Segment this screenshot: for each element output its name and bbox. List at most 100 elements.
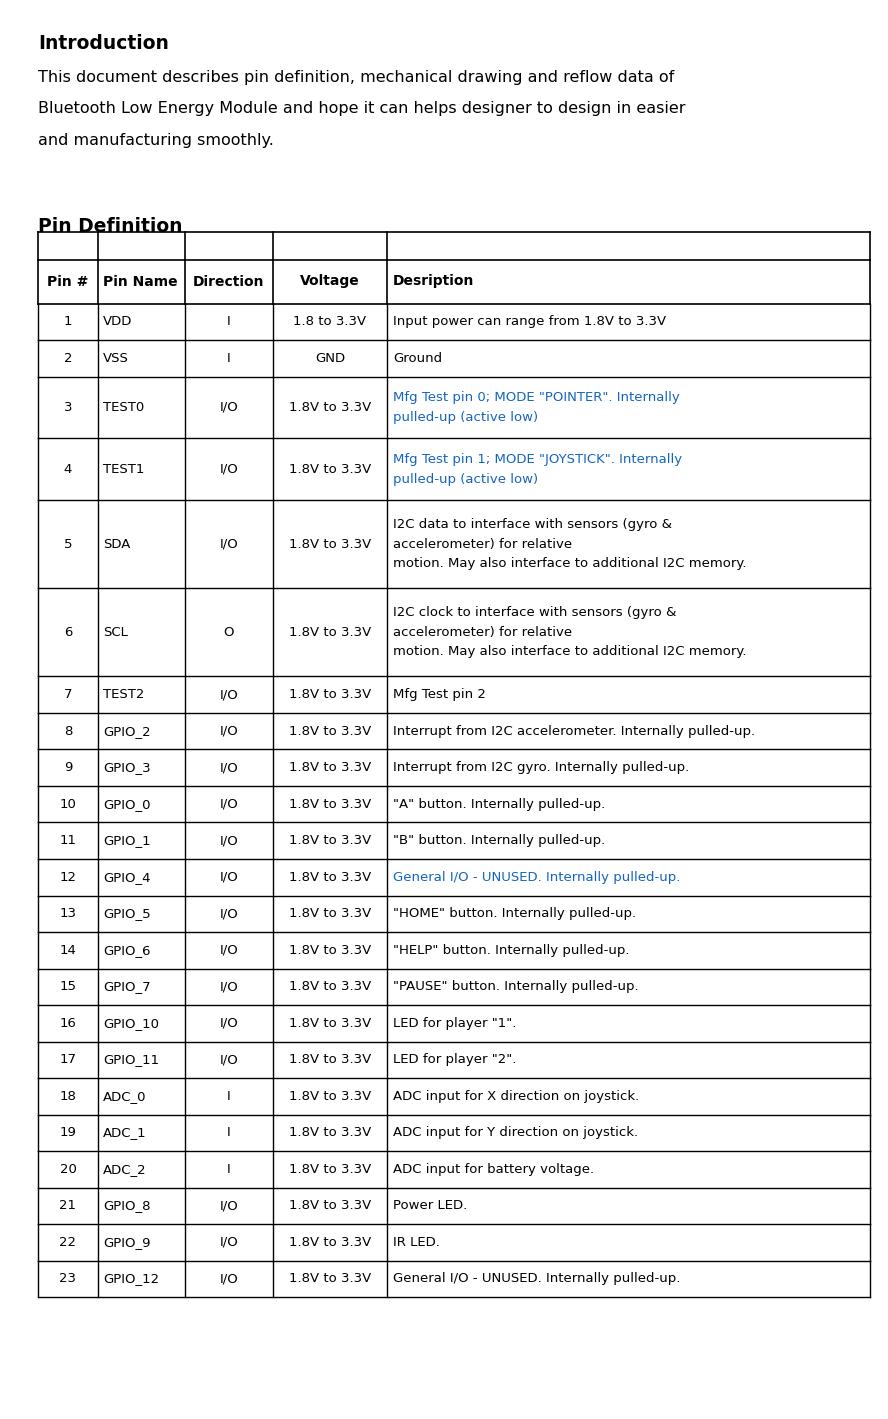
Text: GPIO_2: GPIO_2 xyxy=(103,725,151,738)
Text: 1: 1 xyxy=(64,315,72,328)
Text: GPIO_5: GPIO_5 xyxy=(103,907,151,921)
Text: 11: 11 xyxy=(59,834,76,847)
Text: 4: 4 xyxy=(64,463,72,475)
Text: Power LED.: Power LED. xyxy=(393,1199,468,1212)
Text: 23: 23 xyxy=(59,1273,76,1286)
Text: Direction: Direction xyxy=(194,274,265,288)
Text: "A" button. Internally pulled-up.: "A" button. Internally pulled-up. xyxy=(393,797,606,810)
Text: I/O: I/O xyxy=(219,463,238,475)
Text: Pin Definition: Pin Definition xyxy=(38,217,183,236)
Text: I/O: I/O xyxy=(219,1199,238,1212)
Text: I/O: I/O xyxy=(219,725,238,738)
Text: 1.8V to 3.3V: 1.8V to 3.3V xyxy=(289,797,371,810)
Text: I2C clock to interface with sensors (gyro &: I2C clock to interface with sensors (gyr… xyxy=(393,606,677,620)
Text: GPIO_12: GPIO_12 xyxy=(103,1273,159,1286)
Text: O: O xyxy=(224,626,234,639)
Text: 1.8V to 3.3V: 1.8V to 3.3V xyxy=(289,944,371,956)
Text: 19: 19 xyxy=(59,1127,76,1139)
Text: 20: 20 xyxy=(59,1162,76,1176)
Text: I/O: I/O xyxy=(219,834,238,847)
Text: pulled-up (active low): pulled-up (active low) xyxy=(393,473,538,485)
Text: I: I xyxy=(227,1127,231,1139)
Text: 10: 10 xyxy=(59,797,76,810)
Text: Pin #: Pin # xyxy=(47,274,89,288)
Text: Interrupt from I2C gyro. Internally pulled-up.: Interrupt from I2C gyro. Internally pull… xyxy=(393,761,690,775)
Text: This document describes pin definition, mechanical drawing and reflow data of: This document describes pin definition, … xyxy=(38,70,674,85)
Text: 13: 13 xyxy=(59,907,76,921)
Text: 1.8V to 3.3V: 1.8V to 3.3V xyxy=(289,1273,371,1286)
Text: Input power can range from 1.8V to 3.3V: Input power can range from 1.8V to 3.3V xyxy=(393,315,667,328)
Text: I/O: I/O xyxy=(219,1273,238,1286)
Text: GPIO_4: GPIO_4 xyxy=(103,871,150,884)
Text: 1.8V to 3.3V: 1.8V to 3.3V xyxy=(289,871,371,884)
Text: LED for player "2".: LED for player "2". xyxy=(393,1053,517,1066)
Text: Desription: Desription xyxy=(392,274,474,288)
Text: I/O: I/O xyxy=(219,688,238,701)
Text: I2C data to interface with sensors (gyro &: I2C data to interface with sensors (gyro… xyxy=(393,518,672,532)
Text: I: I xyxy=(227,352,231,365)
Text: Pin Name: Pin Name xyxy=(103,274,178,288)
Text: SCL: SCL xyxy=(103,626,128,639)
Text: 1.8V to 3.3V: 1.8V to 3.3V xyxy=(289,1162,371,1176)
Text: IR LED.: IR LED. xyxy=(393,1236,440,1249)
Text: GPIO_7: GPIO_7 xyxy=(103,981,151,993)
Text: I: I xyxy=(227,1090,231,1103)
Text: I/O: I/O xyxy=(219,871,238,884)
Text: "PAUSE" button. Internally pulled-up.: "PAUSE" button. Internally pulled-up. xyxy=(393,981,639,993)
Text: 1.8V to 3.3V: 1.8V to 3.3V xyxy=(289,725,371,738)
Text: "B" button. Internally pulled-up.: "B" button. Internally pulled-up. xyxy=(393,834,606,847)
Text: "HOME" button. Internally pulled-up.: "HOME" button. Internally pulled-up. xyxy=(393,907,637,921)
Text: 22: 22 xyxy=(59,1236,76,1249)
Text: ADC_0: ADC_0 xyxy=(103,1090,147,1103)
Text: I/O: I/O xyxy=(219,1236,238,1249)
Text: General I/O - UNUSED. Internally pulled-up.: General I/O - UNUSED. Internally pulled-… xyxy=(393,1273,681,1286)
Text: accelerometer) for relative: accelerometer) for relative xyxy=(393,626,573,639)
Text: 1.8V to 3.3V: 1.8V to 3.3V xyxy=(289,402,371,414)
Text: pulled-up (active low): pulled-up (active low) xyxy=(393,410,538,424)
Text: GPIO_8: GPIO_8 xyxy=(103,1199,150,1212)
Text: I: I xyxy=(227,1162,231,1176)
Text: Mfg Test pin 2: Mfg Test pin 2 xyxy=(393,688,487,701)
Text: GPIO_11: GPIO_11 xyxy=(103,1053,159,1066)
Text: I/O: I/O xyxy=(219,1017,238,1030)
Text: 1.8V to 3.3V: 1.8V to 3.3V xyxy=(289,981,371,993)
Text: I/O: I/O xyxy=(219,797,238,810)
Text: SDA: SDA xyxy=(103,538,131,551)
Text: General I/O - UNUSED. Internally pulled-up.: General I/O - UNUSED. Internally pulled-… xyxy=(393,871,681,884)
Text: 1.8V to 3.3V: 1.8V to 3.3V xyxy=(289,1017,371,1030)
Text: 1.8V to 3.3V: 1.8V to 3.3V xyxy=(289,1053,371,1066)
Text: 1.8V to 3.3V: 1.8V to 3.3V xyxy=(289,1236,371,1249)
Text: ADC input for Y direction on joystick.: ADC input for Y direction on joystick. xyxy=(393,1127,638,1139)
Text: ADC input for battery voltage.: ADC input for battery voltage. xyxy=(393,1162,595,1176)
Text: 2: 2 xyxy=(64,352,72,365)
Text: I/O: I/O xyxy=(219,402,238,414)
Text: VSS: VSS xyxy=(103,352,129,365)
Text: 1.8V to 3.3V: 1.8V to 3.3V xyxy=(289,688,371,701)
Text: I/O: I/O xyxy=(219,1053,238,1066)
Text: GPIO_1: GPIO_1 xyxy=(103,834,151,847)
Text: Interrupt from I2C accelerometer. Internally pulled-up.: Interrupt from I2C accelerometer. Intern… xyxy=(393,725,756,738)
Text: 12: 12 xyxy=(59,871,76,884)
Text: I/O: I/O xyxy=(219,538,238,551)
Text: GPIO_6: GPIO_6 xyxy=(103,944,150,956)
Text: 17: 17 xyxy=(59,1053,76,1066)
Text: I/O: I/O xyxy=(219,907,238,921)
Text: 14: 14 xyxy=(59,944,76,956)
Text: TEST0: TEST0 xyxy=(103,402,144,414)
Text: 1.8V to 3.3V: 1.8V to 3.3V xyxy=(289,626,371,639)
Text: I/O: I/O xyxy=(219,944,238,956)
Text: 18: 18 xyxy=(59,1090,76,1103)
Text: 1.8V to 3.3V: 1.8V to 3.3V xyxy=(289,1090,371,1103)
Text: 15: 15 xyxy=(59,981,76,993)
Text: 1.8V to 3.3V: 1.8V to 3.3V xyxy=(289,463,371,475)
Text: GND: GND xyxy=(315,352,345,365)
Text: 5: 5 xyxy=(64,538,72,551)
Text: 16: 16 xyxy=(59,1017,76,1030)
Text: I/O: I/O xyxy=(219,761,238,775)
Text: 6: 6 xyxy=(64,626,72,639)
Text: Ground: Ground xyxy=(393,352,442,365)
Text: 1.8 to 3.3V: 1.8 to 3.3V xyxy=(293,315,367,328)
Text: Voltage: Voltage xyxy=(300,274,360,288)
Text: GPIO_0: GPIO_0 xyxy=(103,797,150,810)
Text: Introduction: Introduction xyxy=(38,34,169,53)
